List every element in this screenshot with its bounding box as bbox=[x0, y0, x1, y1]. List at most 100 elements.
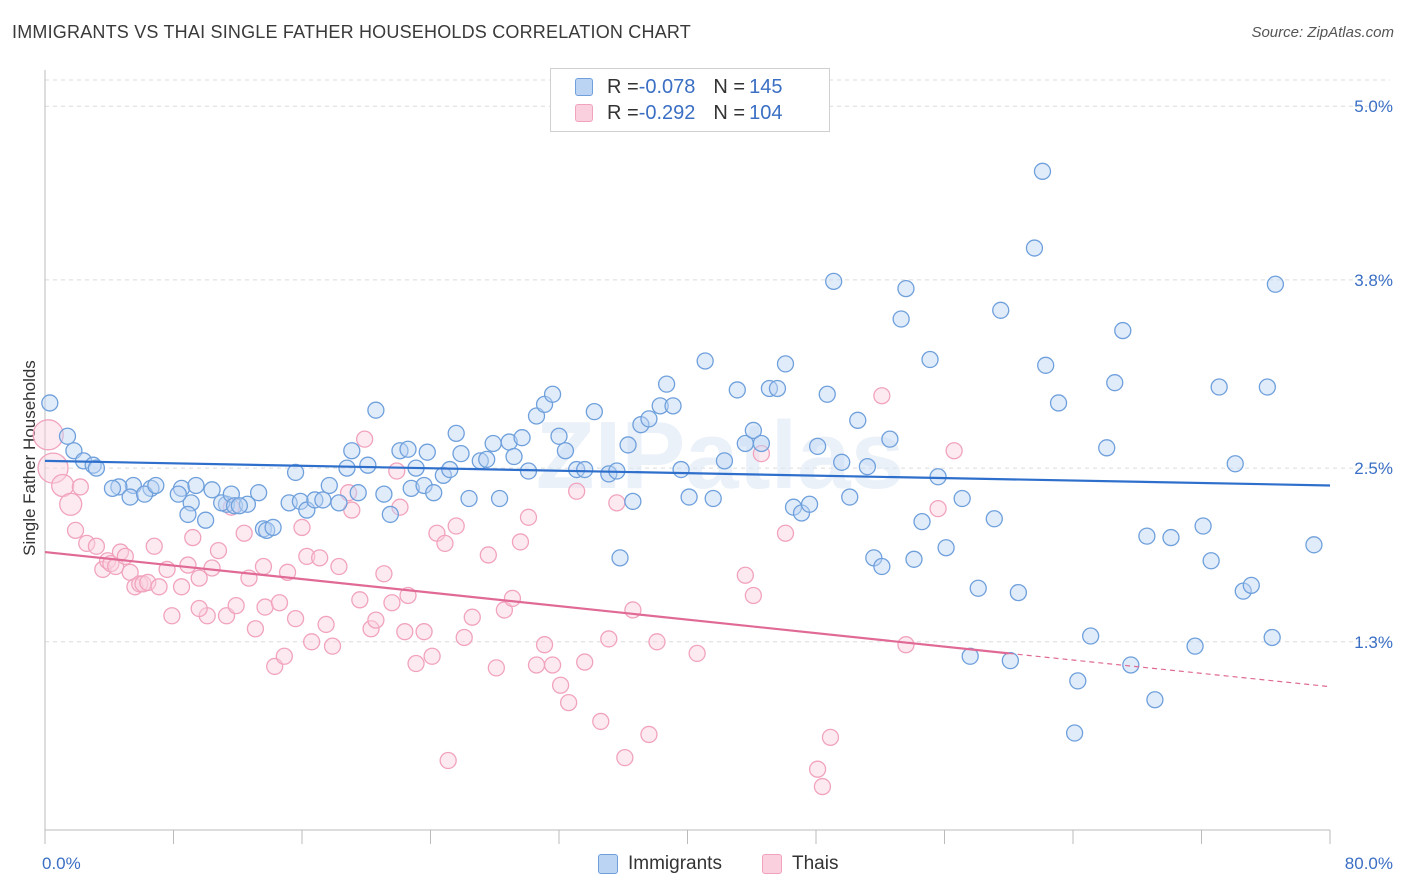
immigrants-point bbox=[375, 485, 393, 503]
y-tick-label: 2.5% bbox=[1354, 459, 1393, 478]
immigrants-point bbox=[849, 411, 867, 429]
immigrants-point bbox=[825, 272, 843, 291]
immigrants-point bbox=[1242, 576, 1260, 595]
immigrants-point bbox=[1037, 356, 1055, 374]
stats-legend: R = -0.078 N = 145 R = -0.292 N = 104 bbox=[550, 68, 830, 132]
thais-point bbox=[487, 659, 506, 677]
thais-point bbox=[551, 676, 570, 694]
thais-point bbox=[648, 633, 666, 651]
trend-lines bbox=[44, 459, 1331, 688]
immigrants-point bbox=[169, 485, 187, 503]
immigrants-point bbox=[1186, 637, 1204, 655]
thais-point bbox=[600, 630, 618, 648]
immigrants-point bbox=[1122, 656, 1140, 674]
thais-point bbox=[436, 534, 454, 553]
legend-r-value: -0.292 bbox=[638, 101, 696, 124]
immigrants-point bbox=[147, 476, 165, 495]
thais-point bbox=[559, 693, 578, 712]
immigrants-point bbox=[1065, 724, 1084, 742]
immigrants-point bbox=[264, 518, 282, 537]
immigrants-point bbox=[664, 397, 682, 415]
thais-point bbox=[744, 586, 763, 605]
immigrants-point bbox=[651, 397, 669, 415]
immigrants-point bbox=[921, 350, 939, 369]
immigrants-point bbox=[776, 355, 795, 373]
thais-point bbox=[66, 521, 85, 539]
immigrants-point bbox=[833, 453, 851, 471]
immigrants-point bbox=[447, 424, 465, 443]
immigrants-point bbox=[550, 427, 568, 445]
legend-r-label: R = bbox=[607, 75, 639, 98]
immigrants-point bbox=[425, 484, 443, 502]
thais-point bbox=[511, 533, 530, 551]
immigrants-point bbox=[624, 492, 642, 511]
immigrants-point bbox=[640, 410, 658, 428]
legend-r-value: -0.078 bbox=[638, 75, 696, 98]
immigrants-point bbox=[800, 495, 819, 513]
thais-point bbox=[190, 569, 208, 587]
thais-point bbox=[929, 499, 947, 518]
immigrants-point bbox=[1106, 374, 1124, 392]
immigrants-point bbox=[953, 489, 971, 508]
thais-point bbox=[503, 589, 522, 608]
immigrants-point bbox=[881, 430, 899, 448]
thais-trend-line bbox=[44, 550, 1009, 655]
immigrants-point bbox=[1114, 321, 1132, 340]
legend-n-label: N = bbox=[713, 101, 746, 124]
legend-n-value: 145 bbox=[749, 75, 783, 98]
bottom-legend-thais: Thais bbox=[762, 852, 838, 876]
immigrants-point bbox=[892, 310, 910, 328]
tick-labels: 1.3% 2.5% 3.8% 5.0% 0.0% 80.0% bbox=[42, 97, 1393, 873]
thais-point bbox=[808, 760, 827, 778]
thais-point bbox=[317, 615, 335, 634]
immigrants-point bbox=[460, 489, 478, 508]
thais-point bbox=[246, 620, 265, 638]
thais-point bbox=[179, 556, 197, 574]
thais-point bbox=[527, 656, 546, 674]
thais-point bbox=[311, 549, 329, 567]
y-tick-label: 1.3% bbox=[1354, 633, 1393, 652]
immigrants-point bbox=[478, 450, 496, 469]
immigrants-point bbox=[818, 385, 836, 403]
immigrants-point bbox=[1210, 378, 1228, 396]
immigrants-point bbox=[484, 434, 502, 453]
immigrants-point bbox=[1025, 239, 1044, 257]
immigrants-point bbox=[1009, 583, 1028, 602]
immigrants-point bbox=[1069, 672, 1087, 690]
x-tick-label: 80.0% bbox=[1345, 854, 1393, 873]
thais-point bbox=[463, 608, 481, 626]
immigrants-point bbox=[715, 452, 734, 470]
thais-point bbox=[383, 594, 401, 612]
thais-point bbox=[145, 537, 163, 555]
thais-point bbox=[576, 653, 594, 671]
immigrants-point bbox=[1001, 651, 1020, 670]
immigrants-point bbox=[985, 510, 1003, 528]
legend-n-value: 104 bbox=[749, 101, 783, 124]
thais-point bbox=[78, 534, 96, 553]
thais-point bbox=[447, 517, 465, 535]
thais-point bbox=[298, 547, 316, 566]
immigrants-point bbox=[744, 421, 763, 440]
thais-point bbox=[415, 623, 433, 641]
thais-point bbox=[235, 524, 253, 542]
legend-row-thais: R = -0.292 N = 104 bbox=[575, 101, 782, 125]
thais-point bbox=[286, 609, 305, 628]
thais-point bbox=[163, 607, 181, 625]
immigrants-point bbox=[359, 456, 377, 474]
thais-point bbox=[190, 599, 208, 618]
immigrants-point bbox=[330, 494, 348, 512]
thais-point bbox=[227, 596, 245, 615]
y-tick-label: 3.8% bbox=[1354, 271, 1393, 290]
thais-point bbox=[172, 578, 191, 596]
immigrants-point bbox=[611, 549, 629, 567]
immigrants-point bbox=[343, 442, 361, 460]
thais-point bbox=[254, 557, 273, 576]
thais-point bbox=[302, 633, 321, 651]
immigrants-point bbox=[103, 479, 122, 498]
thais-point bbox=[439, 751, 457, 770]
immigrants-point bbox=[937, 539, 955, 557]
immigrants-point bbox=[399, 440, 417, 458]
immigrants-point bbox=[338, 459, 356, 477]
thais-point bbox=[330, 557, 348, 576]
immigrants-point bbox=[1098, 439, 1116, 457]
